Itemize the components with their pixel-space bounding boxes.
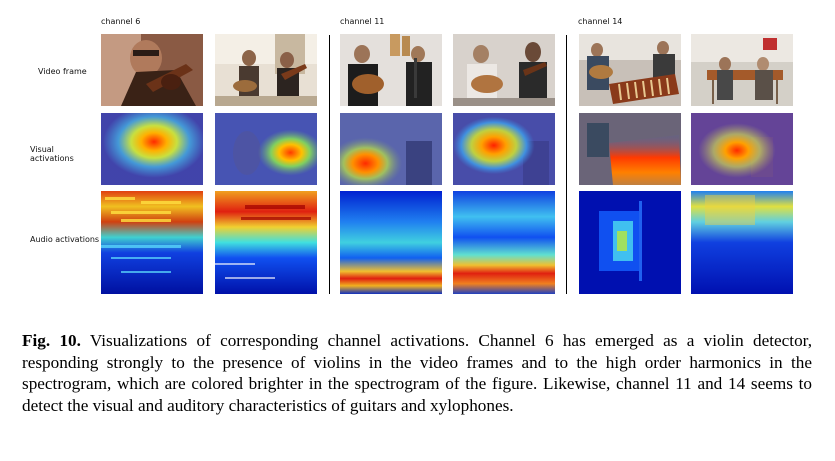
video-frame-ch11-b: [453, 34, 555, 106]
channel-14-label: channel 14: [578, 17, 623, 26]
audio-activation-ch11-a: [340, 191, 442, 294]
channel-6-label: channel 6: [101, 17, 141, 26]
audio-activation-ch14-a: [579, 191, 681, 294]
visual-activation-ch11-b: [453, 113, 555, 185]
video-frame-ch6-b: [215, 34, 317, 106]
row-label-audio-activations: Audio activations: [30, 235, 100, 244]
visual-activation-ch11-a: [340, 113, 442, 185]
visual-activation-ch6-b: [215, 113, 317, 185]
video-frame-ch11-a: [340, 34, 442, 106]
row-label-video-frame: Video frame: [38, 67, 87, 76]
figure-caption-text: Visualizations of corresponding channel …: [22, 331, 812, 415]
channel-11-label: channel 11: [340, 17, 385, 26]
visual-activation-ch6-a: [101, 113, 203, 185]
visual-activation-ch14-b: [691, 113, 793, 185]
divider-left: [329, 35, 330, 294]
row-label-visual-activations: Visual activations: [30, 145, 74, 163]
video-frame-ch6-a: [101, 34, 203, 106]
figure-caption: Fig. 10. Visualizations of corresponding…: [22, 330, 812, 416]
audio-activation-ch6-a: [101, 191, 203, 294]
video-frame-ch14-b: [691, 34, 793, 106]
divider-right: [566, 35, 567, 294]
audio-activation-ch11-b: [453, 191, 555, 294]
video-frame-ch14-a: [579, 34, 681, 106]
visual-activation-ch14-a: [579, 113, 681, 185]
audio-activation-ch6-b: [215, 191, 317, 294]
figure-caption-label: Fig. 10.: [22, 331, 81, 350]
audio-activation-ch14-b: [691, 191, 793, 294]
